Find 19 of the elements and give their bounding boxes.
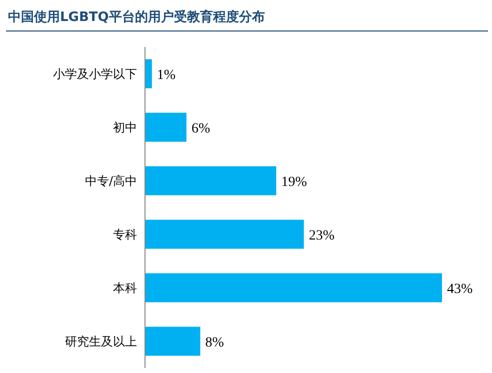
chart-title: 中国使用LGBTQ平台的用户受教育程度分布 [8, 9, 265, 25]
y-tick-label: 小学及小学以下 [53, 66, 137, 81]
data-label: 1% [156, 68, 176, 83]
bar [145, 166, 276, 196]
data-label: 19% [281, 174, 308, 190]
y-tick-label: 研究生及以上 [65, 334, 137, 348]
bar [145, 59, 152, 88]
bar [145, 112, 186, 142]
data-label: 6% [191, 121, 210, 136]
data-label: 43% [447, 282, 473, 297]
data-label: 8% [205, 335, 224, 350]
bar [145, 273, 442, 302]
y-tick-label: 本科 [113, 280, 137, 295]
y-tick-label: 中专/高中 [84, 174, 137, 188]
y-tick-label: 专科 [113, 227, 137, 242]
y-tick-label: 初中 [113, 120, 137, 134]
bar [145, 326, 200, 356]
bar [145, 220, 304, 249]
data-label: 23% [308, 228, 335, 244]
